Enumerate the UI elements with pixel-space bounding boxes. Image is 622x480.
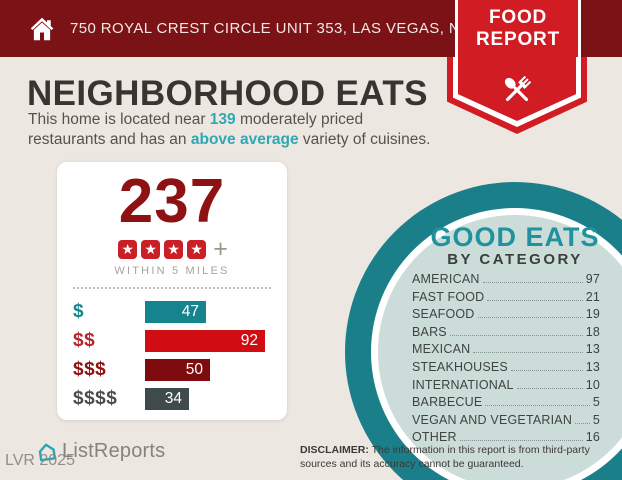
category-row: BARS 18 [412, 325, 600, 339]
report-type-label: FOOD REPORT [458, 0, 578, 57]
category-name: STEAKHOUSES [412, 359, 508, 374]
category-value: 5 [592, 412, 600, 427]
category-value: 13 [585, 342, 600, 357]
logo-house-icon [38, 443, 57, 461]
bar-price-3: 50 [145, 359, 210, 381]
bar-row-price-2: $$ 92 [73, 330, 287, 352]
disclaimer-text: The information in this report is from t… [300, 444, 590, 470]
category-value: 16 [585, 430, 600, 445]
dot-leader [459, 440, 583, 442]
bar-row-price-3: $$$ 50 [73, 359, 287, 381]
dot-leader [516, 387, 583, 389]
bar-price-4: 34 [145, 388, 189, 410]
category-name: OTHER [412, 430, 457, 445]
property-address: 750 ROYAL CREST CIRCLE UNIT 353, LAS VEG… [70, 20, 519, 37]
category-subheading: BY CATEGORY [447, 251, 583, 268]
bar-row-price-1: $ 47 [73, 301, 287, 323]
subtitle-pre: This home is located near [28, 111, 210, 128]
price-tier-bar-chart: $ 47 $$ 92 $$$ 50 $$$$ 34 [57, 301, 287, 410]
category-value: 10 [585, 377, 600, 392]
report-label-line1: FOOD [488, 7, 548, 29]
star-icon: ★ [141, 240, 161, 259]
bar-value: 92 [240, 332, 258, 349]
category-row: AMERICAN 97 [412, 272, 600, 286]
plus-icon: + [213, 235, 228, 263]
category-row: STEAKHOUSES 13 [412, 360, 600, 374]
price-tier-label: $ [73, 301, 85, 322]
subtitle: This home is located near 139 moderately… [28, 110, 440, 151]
bar-value: 34 [164, 390, 182, 407]
dot-leader [575, 422, 590, 424]
dot-leader [485, 405, 590, 407]
dot-leader [473, 352, 583, 354]
variety-rating: above average [190, 131, 299, 149]
report-label-line2: REPORT [476, 28, 560, 50]
category-name: BARS [412, 324, 447, 339]
star-icon: ★ [164, 240, 184, 259]
category-row: OTHER 16 [412, 430, 600, 444]
bar-value: 47 [181, 303, 199, 320]
home-icon [27, 14, 57, 44]
category-name: VEGAN AND VEGETARIAN [412, 412, 573, 427]
price-tier-label: $$ [73, 330, 96, 351]
category-value: 21 [585, 289, 600, 304]
header-divider-right [578, 0, 581, 57]
category-value: 19 [585, 307, 600, 322]
listreports-logo: ListReports [36, 440, 165, 463]
radius-label: WITHIN 5 MILES [114, 265, 230, 277]
bar-row-price-4: $$$$ 34 [73, 388, 287, 410]
brand-name: ListReports [62, 440, 166, 462]
disclaimer: DISCLAIMER: The information in this repo… [300, 444, 616, 471]
category-name: FAST FOOD [412, 289, 485, 304]
category-circle-fill [378, 215, 622, 480]
category-row: INTERNATIONAL 10 [412, 378, 600, 392]
star-icon: ★ [187, 240, 207, 259]
price-tier-label: $$$$ [73, 388, 118, 409]
restaurant-count: 139 [209, 111, 236, 128]
disclaimer-label: DISCLAIMER: [300, 444, 369, 456]
rating-stars: ★ ★ ★ ★ + [57, 235, 287, 263]
category-value: 13 [585, 359, 600, 374]
category-row: MEXICAN 13 [412, 342, 600, 356]
bar-value: 50 [185, 361, 203, 378]
restaurant-summary-card: 237 ★ ★ ★ ★ + WITHIN 5 MILES $ 47 $$ 92 … [57, 162, 287, 420]
bar-price-2: 92 [145, 330, 265, 352]
category-row: SEAFOOD 19 [412, 307, 600, 321]
category-row: BARBECUE 5 [412, 395, 600, 409]
subtitle-post: variety of cuisines. [298, 131, 431, 149]
category-name: AMERICAN [412, 272, 480, 286]
utensils-icon [504, 75, 532, 102]
dotted-divider [73, 287, 271, 289]
total-restaurant-count: 237 [118, 167, 226, 236]
category-value: 97 [585, 272, 600, 286]
category-heading: GOOD EATS [430, 222, 600, 252]
dot-leader [510, 369, 583, 371]
price-tier-label: $$$ [73, 359, 107, 380]
star-icon: ★ [118, 240, 138, 259]
page-title: NEIGHBORHOOD EATS [27, 74, 428, 113]
dot-leader [487, 299, 583, 301]
subtitle-mid: moderately priced restaurants and has an [28, 111, 364, 149]
bar-price-1: 47 [145, 301, 206, 323]
category-row: FAST FOOD 21 [412, 290, 600, 304]
dot-leader [449, 334, 583, 336]
dot-leader [477, 317, 583, 319]
dot-leader [482, 282, 583, 283]
category-name: SEAFOOD [412, 307, 475, 322]
category-value: 5 [592, 395, 600, 410]
category-list: AMERICAN 97 FAST FOOD 21 SEAFOOD 19 BARS 18 … [412, 272, 600, 448]
category-value: 18 [585, 324, 600, 339]
category-name: BARBECUE [412, 395, 483, 410]
category-row: VEGAN AND VEGETARIAN 5 [412, 413, 600, 427]
watermark: LVR 2025 [5, 452, 75, 469]
category-name: INTERNATIONAL [412, 377, 514, 392]
food-report-ribbon-badge [447, 57, 587, 134]
category-name: MEXICAN [412, 342, 471, 357]
header-divider-left [455, 0, 458, 57]
